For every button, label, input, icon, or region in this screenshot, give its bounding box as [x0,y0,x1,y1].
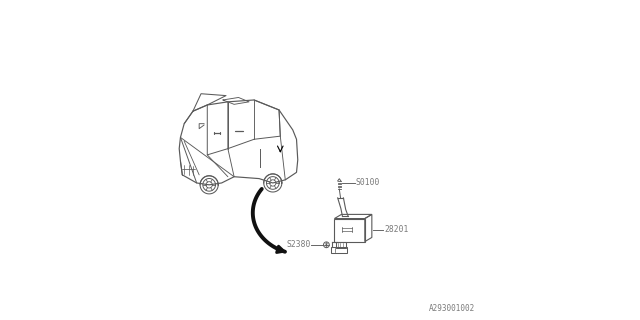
Text: S0100: S0100 [355,178,380,187]
Text: A293001002: A293001002 [429,304,475,313]
Text: S2380: S2380 [286,240,311,249]
Text: 28201: 28201 [385,226,409,235]
